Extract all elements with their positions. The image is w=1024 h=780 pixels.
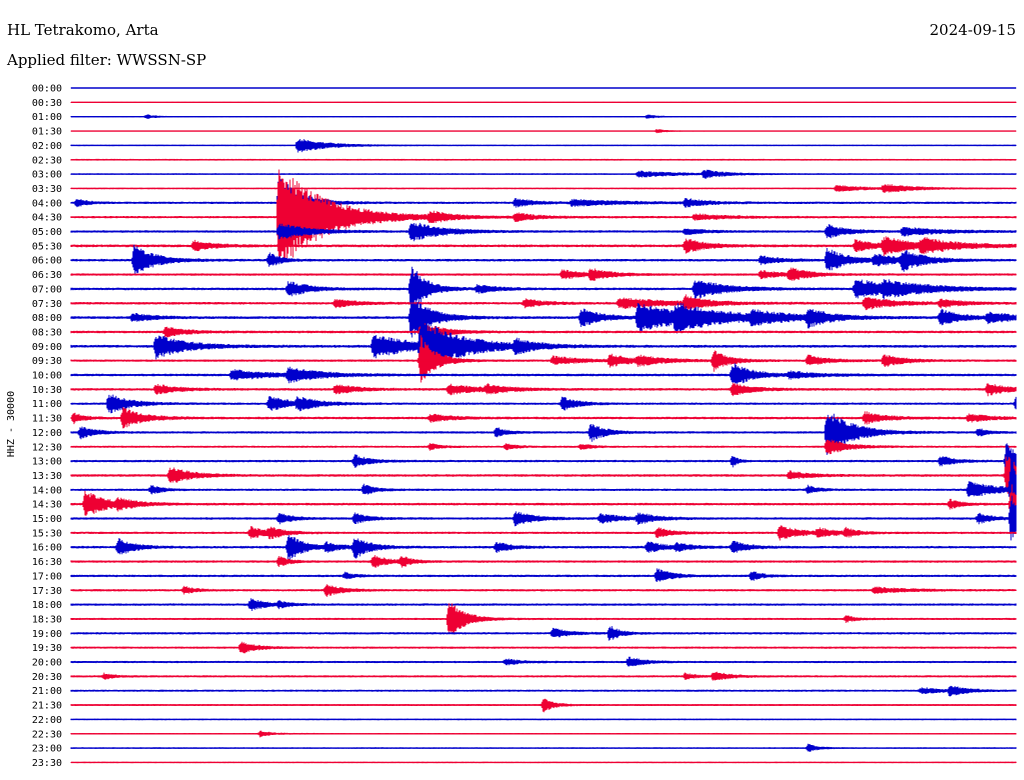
- time-tick-label: 05:30: [32, 241, 62, 252]
- time-tick-label: 04:00: [32, 198, 62, 209]
- time-tick-label: 20:00: [32, 658, 62, 669]
- time-tick-label: 16:00: [32, 543, 62, 554]
- time-tick-label: 09:00: [32, 342, 62, 353]
- record-date: 2024-09-15: [930, 21, 1016, 39]
- time-tick-label: 20:30: [32, 672, 62, 683]
- time-tick-label: 02:00: [32, 141, 62, 152]
- time-tick-label: 23:30: [32, 758, 62, 769]
- time-tick-label: 00:30: [32, 98, 62, 109]
- time-tick-label: 19:30: [32, 643, 62, 654]
- time-tick-label: 19:00: [32, 629, 62, 640]
- y-axis-label: HHZ - 30000: [6, 391, 17, 457]
- trace-row: [70, 244, 1017, 274]
- time-tick-label: 03:30: [32, 184, 62, 195]
- time-tick-label: 16:30: [32, 557, 62, 568]
- time-tick-label: 01:30: [32, 127, 62, 138]
- time-tick-label: 10:00: [32, 371, 62, 382]
- trace-row: [70, 174, 1017, 230]
- time-tick-label: 10:30: [32, 385, 62, 396]
- time-tick-label: 07:30: [32, 299, 62, 310]
- seismic-traces: [70, 87, 1017, 764]
- time-tick-label: 21:30: [32, 701, 62, 712]
- time-tick-label: 00:00: [32, 84, 62, 95]
- time-tick-label: 03:00: [32, 170, 62, 181]
- time-tick-label: 08:00: [32, 313, 62, 324]
- time-tick-label: 15:30: [32, 528, 62, 539]
- time-tick-label: 15:00: [32, 514, 62, 525]
- time-tick-label: 23:00: [32, 744, 62, 755]
- time-tick-label: 22:30: [32, 729, 62, 740]
- time-tick-label: 12:30: [32, 442, 62, 453]
- time-tick-label: 04:30: [32, 213, 62, 224]
- time-tick-label: 11:00: [32, 399, 62, 410]
- time-tick-label: 07:00: [32, 284, 62, 295]
- time-tick-label: 06:30: [32, 270, 62, 281]
- chart-header: HL Tetrakomo, Arta 2024-09-15 Applied fi…: [6, 21, 1016, 69]
- time-tick-label: 12:00: [32, 428, 62, 439]
- time-tick-label: 14:30: [32, 500, 62, 511]
- time-tick-label: 14:00: [32, 485, 62, 496]
- time-tick-label: 13:00: [32, 457, 62, 468]
- time-tick-label: 22:00: [32, 715, 62, 726]
- time-tick-labels: 00:00 00:30 01:00 01:30 02:00 02:30 03:00 03:30…: [32, 84, 62, 769]
- time-tick-label: 09:30: [32, 356, 62, 367]
- time-tick-label: 18:00: [32, 600, 62, 611]
- time-tick-label: 01:00: [32, 112, 62, 123]
- time-tick-label: 18:30: [32, 614, 62, 625]
- time-tick-label: 11:30: [32, 414, 62, 425]
- station-title: HL Tetrakomo, Arta: [7, 21, 159, 39]
- time-tick-label: 21:00: [32, 686, 62, 697]
- time-tick-label: 17:30: [32, 586, 62, 597]
- time-tick-label: 05:00: [32, 227, 62, 238]
- time-tick-label: 17:00: [32, 571, 62, 582]
- time-tick-label: 02:30: [32, 155, 62, 166]
- filter-label: Applied filter: WWSSN-SP: [6, 51, 206, 69]
- time-tick-label: 08:30: [32, 327, 62, 338]
- time-tick-label: 06:00: [32, 256, 62, 267]
- time-tick-label: 13:30: [32, 471, 62, 482]
